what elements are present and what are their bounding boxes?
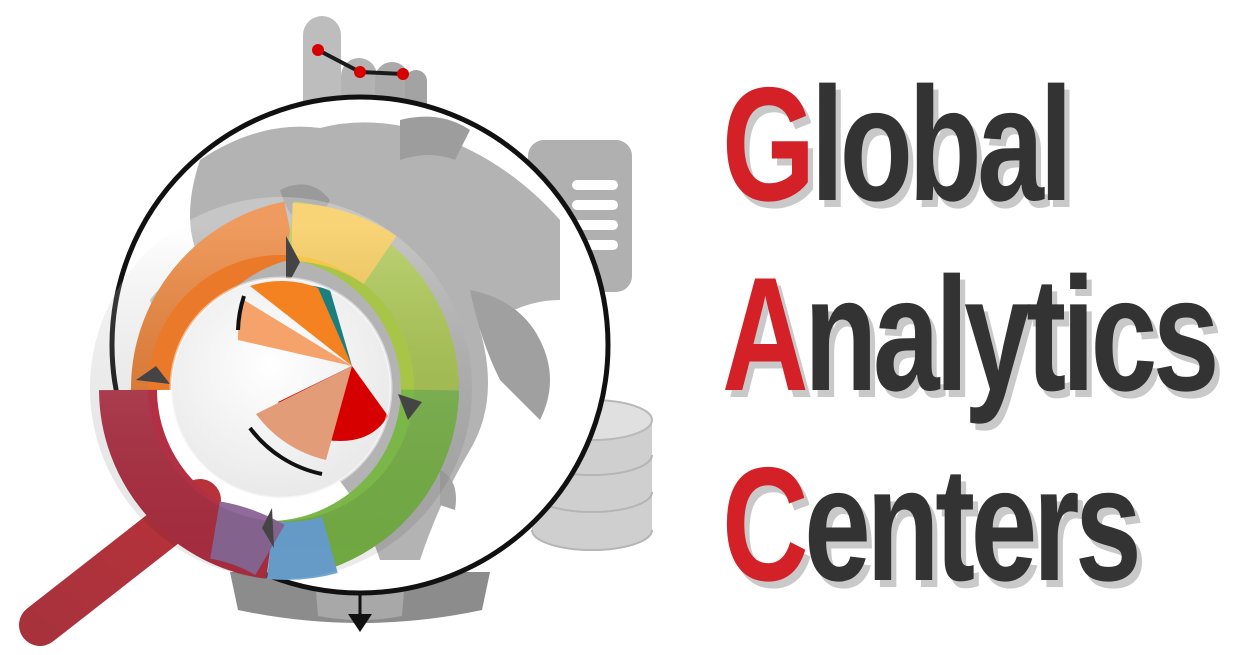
logo-emblem <box>19 16 653 646</box>
initial-letter: G <box>722 54 815 235</box>
pie-chart-icon <box>169 276 393 500</box>
wordmark-line-analytics: Analytics <box>722 250 1220 420</box>
word-rest: nalytics <box>804 244 1219 425</box>
wordmark-line-centers: Centers <box>722 440 1142 610</box>
word-rest: enters <box>804 434 1142 615</box>
initial-letter: C <box>722 434 809 615</box>
initial-letter: A <box>722 244 809 425</box>
cycle-arrows-icon <box>90 197 472 580</box>
wordmark: Global Analytics Centers <box>700 60 1260 620</box>
word-rest: lobal <box>810 54 1073 235</box>
wordmark-line-global: Global <box>722 60 1073 230</box>
